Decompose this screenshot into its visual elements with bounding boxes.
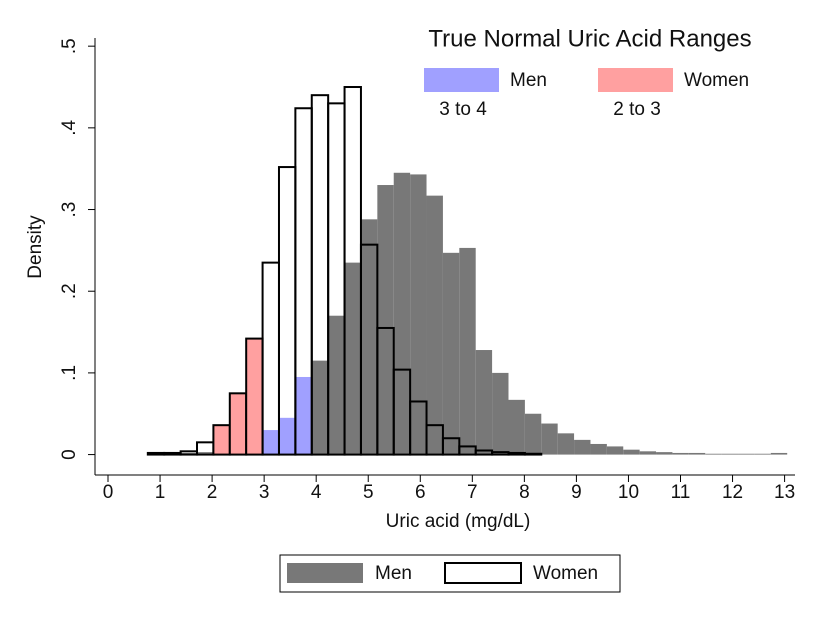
x-tick-label: 11 <box>671 482 691 503</box>
range-label: 3 to 4 <box>439 99 487 120</box>
bar <box>295 376 312 455</box>
x-tick-label: 10 <box>618 482 639 503</box>
bar <box>426 195 443 455</box>
range-swatch <box>598 68 673 92</box>
bar <box>278 417 296 455</box>
bar <box>738 453 755 455</box>
x-tick-label: 5 <box>363 482 374 503</box>
bar <box>492 372 509 455</box>
bar <box>507 451 526 456</box>
bar <box>541 423 558 455</box>
bar <box>705 453 722 455</box>
x-tick-label: 13 <box>774 482 795 503</box>
bar <box>523 452 543 456</box>
bar <box>393 172 411 455</box>
x-tick-label: 3 <box>259 482 270 503</box>
bar <box>328 315 345 455</box>
bar <box>245 337 264 456</box>
bar <box>311 360 329 455</box>
bar <box>442 252 460 455</box>
x-tick-label: 6 <box>415 482 426 503</box>
x-axis-title: Uric acid (mg/dL) <box>386 511 531 532</box>
x-tick-label: 2 <box>207 482 218 503</box>
bar <box>557 433 575 455</box>
range-label: 2 to 3 <box>613 99 661 120</box>
x-tick-label: 0 <box>103 482 114 503</box>
y-tick-label: 0 <box>59 449 80 460</box>
range-name: Women <box>684 70 749 91</box>
x-tick-label: 4 <box>311 482 322 503</box>
bar <box>508 399 525 455</box>
bar <box>606 446 624 455</box>
y-tick-label: .3 <box>59 202 80 218</box>
y-tick-label: .1 <box>59 365 80 381</box>
bar <box>524 413 542 455</box>
legend-label: Men <box>375 563 412 584</box>
bar <box>721 453 739 455</box>
bar <box>590 443 607 455</box>
bar <box>672 452 689 455</box>
ranges-title: True Normal Uric Acid Ranges <box>428 25 751 52</box>
y-tick-label: .5 <box>59 38 80 54</box>
bar <box>377 185 394 455</box>
legend-swatch <box>287 563 363 583</box>
bar <box>459 247 476 455</box>
bar <box>228 392 248 456</box>
bar <box>688 452 706 455</box>
bar <box>475 350 493 455</box>
bar <box>623 449 640 455</box>
legend-swatch <box>444 562 522 584</box>
x-tick-label: 1 <box>155 482 166 503</box>
x-tick-label: 12 <box>722 482 743 503</box>
bar <box>262 430 279 455</box>
bar <box>574 439 591 455</box>
x-tick-label: 8 <box>519 482 530 503</box>
range-name: Men <box>510 70 547 91</box>
bar <box>410 174 427 455</box>
bar <box>639 451 657 455</box>
y-tick-label: .4 <box>59 120 80 136</box>
bar <box>770 452 788 455</box>
bar <box>146 451 166 456</box>
bar <box>360 219 378 455</box>
y-tick-label: .2 <box>59 283 80 299</box>
x-tick-label: 9 <box>571 482 582 503</box>
bar <box>163 451 182 456</box>
legend-label: Women <box>533 563 598 584</box>
bar <box>212 424 231 456</box>
x-tick-label: 7 <box>467 482 478 503</box>
bar <box>197 452 214 455</box>
bar <box>754 453 771 455</box>
bar <box>344 262 361 455</box>
range-swatch <box>424 68 499 92</box>
y-axis-title: Density <box>25 215 46 279</box>
bar <box>656 452 673 455</box>
